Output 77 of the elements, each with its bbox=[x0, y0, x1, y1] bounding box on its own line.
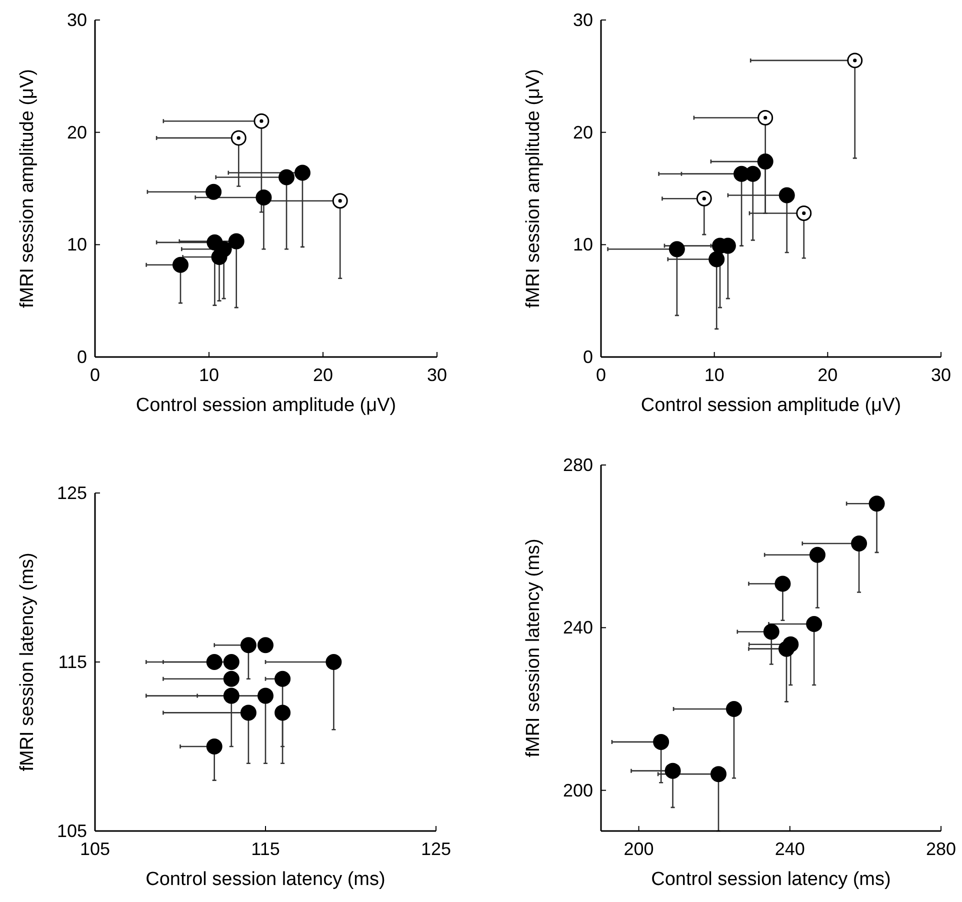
y-tick-label: 30 bbox=[572, 10, 593, 30]
point bbox=[778, 187, 795, 204]
point bbox=[256, 189, 272, 206]
point bbox=[278, 169, 295, 186]
y-tick-label: 30 bbox=[66, 10, 87, 30]
point bbox=[223, 654, 240, 670]
point bbox=[708, 251, 725, 268]
point bbox=[847, 52, 863, 68]
point bbox=[172, 256, 188, 273]
point bbox=[696, 190, 712, 206]
point bbox=[774, 576, 791, 592]
y-axis-title: fMRI session latency (ms) bbox=[17, 552, 38, 772]
point bbox=[763, 624, 780, 640]
x-tick-label: 115 bbox=[251, 839, 280, 859]
x-tick-label: 0 bbox=[90, 365, 100, 385]
x-tick-label: 10 bbox=[198, 365, 220, 385]
y-tick-label: 0 bbox=[582, 347, 593, 367]
point bbox=[668, 241, 685, 258]
point bbox=[868, 496, 885, 512]
point bbox=[211, 249, 228, 266]
y-tick-label: 10 bbox=[66, 234, 87, 255]
point bbox=[254, 113, 270, 129]
point bbox=[664, 762, 681, 779]
point bbox=[274, 670, 291, 687]
x-tick-label: 240 bbox=[774, 839, 805, 859]
x-tick-label: 280 bbox=[926, 839, 956, 859]
x-tick-label: 30 bbox=[426, 365, 448, 385]
point bbox=[757, 154, 774, 170]
x-axis-title: Control session latency (ms) bbox=[146, 869, 386, 890]
point bbox=[223, 688, 240, 704]
point bbox=[332, 193, 348, 209]
point bbox=[258, 637, 274, 654]
y-tick-label: 10 bbox=[572, 234, 593, 255]
y-tick-label: 20 bbox=[572, 122, 593, 142]
x-tick-label: 20 bbox=[818, 365, 838, 385]
point bbox=[230, 130, 246, 146]
x-tick-label: 125 bbox=[420, 839, 452, 859]
point bbox=[326, 654, 342, 670]
point bbox=[228, 233, 244, 250]
point bbox=[223, 670, 240, 687]
point bbox=[758, 110, 774, 126]
y-tick-label: 115 bbox=[58, 652, 87, 672]
x-tick-label: 0 bbox=[596, 365, 606, 385]
x-tick-label: 20 bbox=[312, 365, 334, 385]
y-tick-label: 240 bbox=[562, 618, 593, 638]
x-tick-label: 105 bbox=[80, 839, 110, 859]
y-axis-title: fMRI session amplitude (μV) bbox=[17, 68, 38, 308]
x-tick-label: 30 bbox=[930, 365, 952, 385]
point bbox=[240, 637, 256, 654]
x-tick-label: 10 bbox=[704, 365, 724, 385]
point bbox=[206, 738, 222, 754]
y-tick-label: 105 bbox=[56, 821, 87, 841]
point bbox=[653, 734, 670, 750]
y-tick-label: 200 bbox=[562, 780, 593, 800]
y-tick-label: 20 bbox=[66, 122, 87, 142]
point bbox=[206, 654, 222, 670]
y-tick-label: 280 bbox=[562, 455, 593, 475]
point bbox=[274, 704, 291, 721]
y-axis-title: fMRI session amplitude (μV) bbox=[523, 68, 544, 308]
point bbox=[796, 205, 812, 221]
y-axis-title: fMRI session latency (ms) bbox=[523, 538, 544, 758]
point bbox=[809, 546, 826, 563]
point bbox=[294, 164, 310, 181]
point bbox=[726, 701, 742, 717]
x-axis-title: Control session amplitude (μV) bbox=[136, 395, 396, 416]
y-tick-label: 125 bbox=[56, 483, 87, 503]
point bbox=[710, 766, 726, 782]
y-tick-label: 0 bbox=[76, 347, 87, 367]
point bbox=[806, 616, 822, 632]
x-axis-title: Control session latency (ms) bbox=[651, 869, 891, 890]
point bbox=[240, 704, 256, 721]
x-tick-label: 200 bbox=[624, 839, 654, 859]
point bbox=[778, 640, 794, 657]
point bbox=[851, 535, 868, 552]
x-axis-title: Control session amplitude (μV) bbox=[640, 395, 902, 416]
point bbox=[206, 184, 222, 200]
point bbox=[258, 688, 274, 704]
